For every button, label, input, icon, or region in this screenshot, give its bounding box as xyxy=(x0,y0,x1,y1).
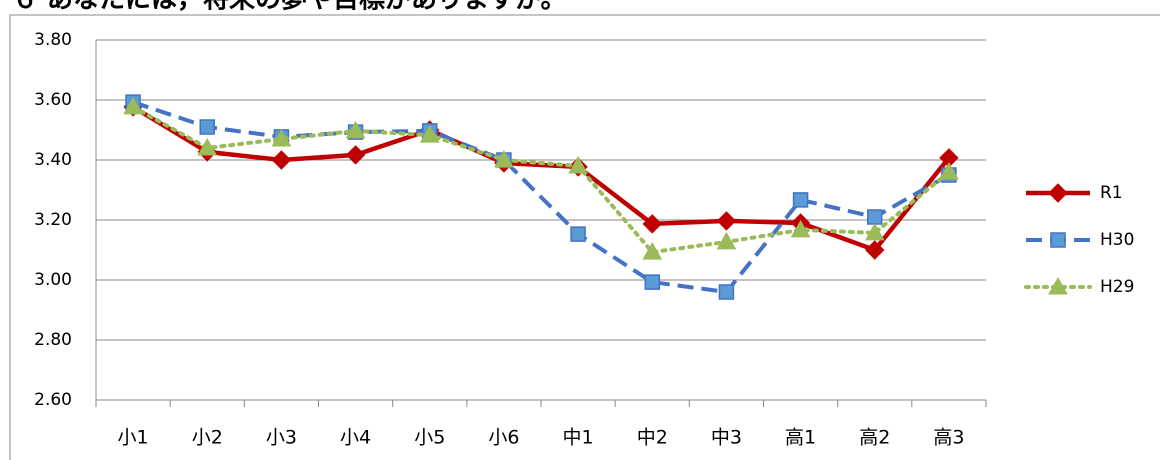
y-tick-label: 3.00 xyxy=(34,270,72,290)
legend-marker xyxy=(1050,232,1066,248)
x-tick-label: 小2 xyxy=(192,427,223,449)
y-tick-label: 2.80 xyxy=(34,330,72,350)
data-point xyxy=(345,120,366,139)
series-line xyxy=(131,104,951,253)
y-tick-label: 3.60 xyxy=(34,90,72,110)
series-line xyxy=(132,100,950,295)
data-point xyxy=(864,222,885,241)
series-line xyxy=(131,104,951,255)
data-point xyxy=(419,125,440,143)
legend-marker xyxy=(1048,276,1068,295)
data-point xyxy=(197,137,218,156)
x-tick-label: 高2 xyxy=(859,427,890,449)
data-point xyxy=(199,119,215,135)
data-point xyxy=(345,145,366,165)
data-point xyxy=(568,155,588,174)
x-tick-label: 中2 xyxy=(637,427,668,449)
data-point xyxy=(865,240,885,260)
y-tick-label: 3.80 xyxy=(34,30,72,50)
y-tick-label: 3.40 xyxy=(34,150,72,170)
x-tick-label: 中1 xyxy=(563,427,594,449)
x-tick-label: 小4 xyxy=(340,427,371,449)
data-point xyxy=(792,192,809,208)
x-tick-label: 高3 xyxy=(933,427,964,449)
data-point xyxy=(716,211,737,231)
legend-marker xyxy=(1048,183,1068,203)
data-point xyxy=(271,128,292,147)
data-point xyxy=(271,150,292,170)
data-point xyxy=(718,284,735,300)
x-tick-label: 小1 xyxy=(118,427,149,449)
data-point xyxy=(716,231,737,250)
x-tick-label: 高1 xyxy=(785,427,816,449)
data-point xyxy=(570,226,586,242)
y-tick-label: 2.60 xyxy=(34,390,72,410)
legend-label: R1 xyxy=(1100,183,1123,203)
data-point xyxy=(123,96,143,115)
data-point xyxy=(494,149,514,168)
legend-label: H30 xyxy=(1100,230,1134,250)
chart-title: ６ あなたには，将来の夢や目標がありますか。 xyxy=(12,0,567,15)
y-tick-label: 3.20 xyxy=(34,210,72,230)
data-point xyxy=(867,209,883,225)
legend-label: H29 xyxy=(1100,277,1134,297)
x-tick-label: 小6 xyxy=(488,427,519,449)
data-point xyxy=(644,274,660,290)
chart-frame xyxy=(9,14,1160,460)
data-point xyxy=(790,219,811,238)
x-tick-label: 中3 xyxy=(711,427,742,449)
data-point xyxy=(939,161,959,180)
data-point xyxy=(642,214,662,234)
data-point xyxy=(642,242,663,260)
x-tick-label: 小5 xyxy=(414,427,445,449)
x-tick-label: 小3 xyxy=(266,427,297,449)
